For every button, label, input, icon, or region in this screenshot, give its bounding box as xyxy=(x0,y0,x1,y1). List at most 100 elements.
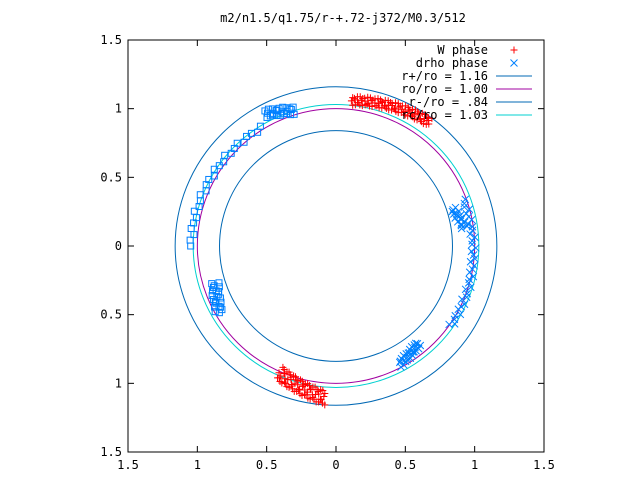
data-point xyxy=(211,308,219,316)
x-tick-label: 0 xyxy=(332,458,339,472)
data-point xyxy=(454,305,463,314)
x-tick-label: 0.5 xyxy=(394,458,416,472)
y-tick-label: 1 xyxy=(115,102,122,116)
data-point xyxy=(215,309,223,317)
data-point xyxy=(220,158,228,166)
legend-label: rc/ro = 1.03 xyxy=(401,108,488,122)
data-point xyxy=(358,102,366,110)
data-point xyxy=(217,298,225,306)
x-tick-label: 1 xyxy=(194,458,201,472)
data-point xyxy=(460,300,469,309)
data-point xyxy=(460,203,469,211)
data-point xyxy=(261,107,269,115)
data-point xyxy=(321,390,329,398)
data-point xyxy=(471,233,479,242)
series-2 xyxy=(186,103,298,317)
data-point xyxy=(303,388,311,396)
data-point xyxy=(467,247,476,256)
data-point xyxy=(460,199,469,208)
legend-label: r+/ro = 1.16 xyxy=(401,69,488,83)
data-point xyxy=(276,377,284,385)
data-point xyxy=(408,105,416,113)
data-point xyxy=(215,290,223,298)
data-point xyxy=(190,231,198,239)
data-point xyxy=(374,100,382,108)
y-tick-label: 1.5 xyxy=(100,445,122,459)
data-point xyxy=(465,268,474,277)
data-point xyxy=(468,237,477,245)
x-tick-label: 1.5 xyxy=(533,458,555,472)
series-1 xyxy=(395,195,480,371)
data-point xyxy=(461,285,470,294)
series-0 xyxy=(274,93,436,409)
data-point xyxy=(456,310,465,319)
y-tick-label: 1.5 xyxy=(100,33,122,47)
data-point xyxy=(294,381,302,389)
data-point xyxy=(240,138,248,146)
legend-marker xyxy=(510,59,518,67)
data-point xyxy=(462,293,471,302)
data-point xyxy=(227,149,235,157)
data-point xyxy=(381,103,389,111)
data-point xyxy=(215,162,223,170)
axis-ticks: 1.5 1 0.5 0 0.5 1 1.51.510.500.511.5 xyxy=(100,33,555,472)
y-tick-label: 0.5 xyxy=(100,170,122,184)
data-point xyxy=(470,254,479,263)
x-tick-label: 1.5 xyxy=(117,458,139,472)
circle-0 xyxy=(174,86,498,406)
circle-1 xyxy=(196,108,476,384)
data-point xyxy=(414,108,422,116)
data-point xyxy=(273,112,281,120)
data-point xyxy=(277,111,285,119)
data-point xyxy=(320,392,328,400)
data-point xyxy=(195,203,203,211)
legend-label: ro/ro = 1.00 xyxy=(401,82,488,96)
data-point xyxy=(423,113,431,121)
data-point xyxy=(428,114,436,122)
legend-label: r-/ro = .84 xyxy=(409,95,488,109)
data-point xyxy=(187,242,195,250)
circle-2 xyxy=(219,130,453,362)
data-point xyxy=(468,226,477,235)
data-points xyxy=(186,93,480,409)
data-point xyxy=(458,295,466,304)
data-point xyxy=(287,106,295,114)
legend-label: W phase xyxy=(437,43,488,57)
data-point xyxy=(315,390,323,398)
data-point xyxy=(282,380,290,388)
data-point xyxy=(397,363,405,371)
data-point xyxy=(415,111,423,119)
data-point xyxy=(469,272,478,281)
data-point xyxy=(467,215,476,224)
data-point xyxy=(216,294,224,302)
data-point xyxy=(378,98,386,106)
data-point xyxy=(300,381,308,389)
y-tick-label: 0 xyxy=(115,239,122,253)
data-point xyxy=(451,214,460,222)
x-tick-label: 1 xyxy=(471,458,478,472)
data-point xyxy=(210,165,218,173)
data-point xyxy=(448,207,457,216)
data-point xyxy=(454,207,463,216)
y-tick-label: 1 xyxy=(115,376,122,390)
y-tick-label: 0.5 xyxy=(100,308,122,322)
data-point xyxy=(407,112,415,120)
data-point xyxy=(321,401,329,409)
legend-label: drho phase xyxy=(416,56,488,70)
reference-circles xyxy=(174,86,498,406)
data-point xyxy=(216,303,224,311)
data-point xyxy=(292,373,300,381)
data-point xyxy=(296,376,304,384)
data-point xyxy=(457,224,466,233)
data-point xyxy=(404,349,413,358)
data-point xyxy=(466,230,474,238)
data-point xyxy=(464,279,473,287)
chart-title: m2/n1.5/q1.75/r-+.72-j372/M0.3/512 xyxy=(220,11,466,25)
data-point xyxy=(202,187,210,195)
data-point xyxy=(295,386,303,394)
data-point xyxy=(449,210,458,218)
data-point xyxy=(397,354,406,363)
data-point xyxy=(263,113,271,121)
